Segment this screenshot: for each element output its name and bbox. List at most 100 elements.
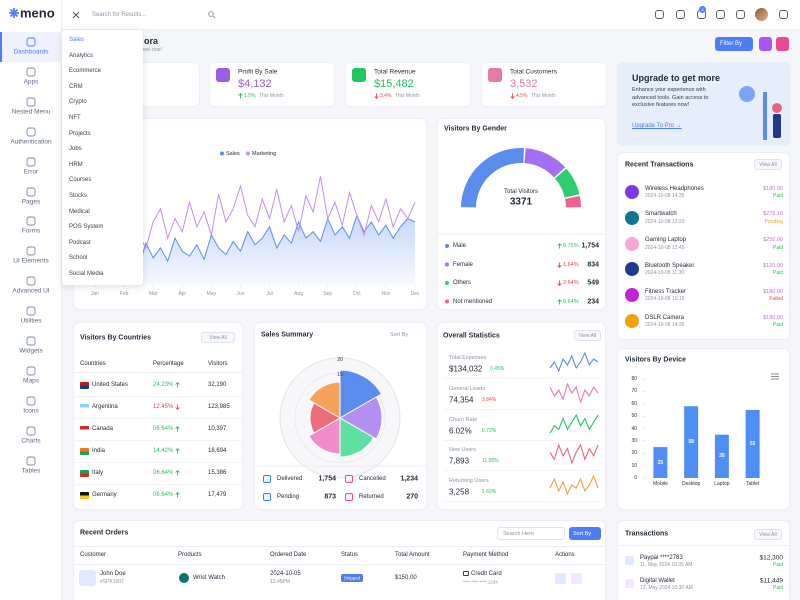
search-box[interactable]: [497, 527, 565, 540]
dropdown-item[interactable]: Podcast: [69, 239, 91, 246]
nav-item[interactable]: Apps: [23, 78, 39, 86]
nav-item[interactable]: Icons: [23, 407, 39, 415]
sort-button[interactable]: Sort By: [389, 332, 408, 338]
view-all-button[interactable]: [201, 332, 235, 343]
legend-value: 1,754: [581, 242, 599, 250]
flag: [80, 491, 89, 499]
donut-segment: [565, 195, 581, 208]
dropdown-item[interactable]: Sales: [69, 37, 85, 43]
stat-period: This Month: [395, 93, 420, 99]
dropdown-item[interactable]: Crypto: [69, 99, 87, 106]
nav-item[interactable]: Forms: [21, 227, 41, 235]
cart-badge: 4: [701, 7, 704, 12]
nav-item[interactable]: UI Elements: [13, 257, 49, 265]
stat-value: $4,132: [238, 78, 272, 90]
item-time: 2024-10-08 11:30: [645, 270, 685, 277]
stat-icon: [345, 475, 353, 483]
nav-item[interactable]: Nested Menu: [11, 108, 51, 116]
stat-value: 74,354: [449, 395, 474, 405]
dropdown-item[interactable]: POS System: [69, 224, 104, 231]
trend-arrow: [175, 469, 180, 476]
view-all-label[interactable]: View All: [578, 332, 597, 339]
dropdown-item[interactable]: School: [69, 255, 88, 262]
dropdown-item[interactable]: Medical: [69, 208, 90, 215]
y-tick-label: 20: [631, 450, 637, 457]
item-status: Paid: [772, 322, 783, 328]
sparkline-line: [549, 382, 599, 404]
stat-title: Total Customers: [510, 68, 557, 76]
stat-label: Total Expenses: [449, 355, 487, 361]
stat-divider: [443, 501, 600, 503]
search-placeholder[interactable]: Search Here: [503, 530, 534, 537]
dropdown-item[interactable]: Projects: [69, 130, 91, 137]
filter-label[interactable]: Filter By: [719, 41, 743, 47]
x-tick-label: Apr: [178, 291, 187, 297]
bar: [745, 409, 760, 478]
arrow-glyph: [238, 92, 243, 99]
nav-item[interactable]: Error: [23, 168, 39, 176]
upgrade-link[interactable]: Upgrade To Pro →: [632, 123, 682, 129]
donut-segment: [554, 168, 580, 198]
summary-value: 1,754: [318, 475, 336, 483]
table-header-divider: [73, 546, 606, 547]
nav-item[interactable]: Advanced UI: [12, 287, 50, 295]
download-button[interactable]: [759, 37, 772, 51]
dropdown-item[interactable]: HRM: [69, 161, 83, 168]
dropdown-item[interactable]: Jobs: [69, 146, 82, 153]
view-all-label[interactable]: View All: [209, 334, 227, 341]
bar-value-label: 58: [688, 439, 694, 446]
stat-divider: [443, 439, 600, 441]
nav-item[interactable]: Authentication: [10, 138, 52, 146]
dropdown-item[interactable]: NFT: [69, 115, 81, 121]
item-status: Paid: [772, 193, 783, 199]
nav-icon-shape: [26, 157, 36, 167]
stat-icon: [216, 68, 230, 82]
sort-label[interactable]: Sort By: [572, 530, 592, 537]
nav-item[interactable]: Widgets: [19, 347, 43, 355]
arrow-glyph: [175, 469, 180, 476]
nav-item[interactable]: Tables: [21, 467, 41, 475]
search-input[interactable]: Search for Results...: [92, 11, 147, 18]
dropdown-item[interactable]: Ecommerce: [69, 68, 102, 75]
export-button[interactable]: [776, 37, 789, 51]
item-time: 2024-10-08 14:35: [645, 193, 685, 199]
item-amount: $120.00: [763, 262, 783, 269]
view-all-label[interactable]: View All: [759, 531, 777, 538]
logo-glyph: [9, 8, 19, 18]
view-all-label[interactable]: View All: [759, 161, 777, 168]
column-header: Countries: [80, 361, 106, 367]
nav-icon: [26, 366, 36, 376]
x-tick-label: Jan: [90, 291, 100, 297]
edit-action[interactable]: [571, 573, 582, 584]
customer-id: #SPK1007: [100, 579, 124, 585]
stat-value: 7,893: [449, 456, 470, 466]
dropdown-item[interactable]: Social Media: [69, 271, 104, 277]
trend-arrow: [175, 381, 180, 388]
topbar-icon-shape: [736, 10, 745, 19]
nav-item[interactable]: Pages: [21, 198, 41, 205]
nav-item[interactable]: Maps: [23, 377, 39, 385]
dropdown-item[interactable]: Courses: [69, 177, 92, 184]
nav-item[interactable]: Utilities: [20, 317, 42, 325]
sparkline: [549, 443, 599, 466]
filter-button[interactable]: [715, 37, 753, 51]
dropdown-item[interactable]: CRM: [69, 83, 83, 90]
dropdown-item[interactable]: Stocks: [69, 193, 88, 199]
sparkline-line: [549, 443, 599, 466]
nav-item[interactable]: Dashboards: [13, 48, 49, 56]
card-title: Transactions: [625, 530, 669, 538]
topbar-icon-shape: [676, 10, 685, 19]
view-action[interactable]: [555, 573, 566, 584]
item-time: 2024-10-08 13:20: [645, 218, 685, 225]
nav-icon: [26, 97, 36, 107]
view-all-button[interactable]: [574, 330, 601, 341]
nav-item[interactable]: Charts: [21, 437, 41, 445]
dropdown-item[interactable]: Analytics: [69, 52, 94, 59]
item-status: Paid: [772, 270, 783, 277]
item-name: Gaming Laptop: [645, 237, 687, 244]
summary-label: Pending: [277, 494, 300, 500]
view-all-button[interactable]: [754, 159, 782, 170]
view-all-button[interactable]: [754, 529, 782, 540]
sort-button[interactable]: [569, 527, 601, 540]
